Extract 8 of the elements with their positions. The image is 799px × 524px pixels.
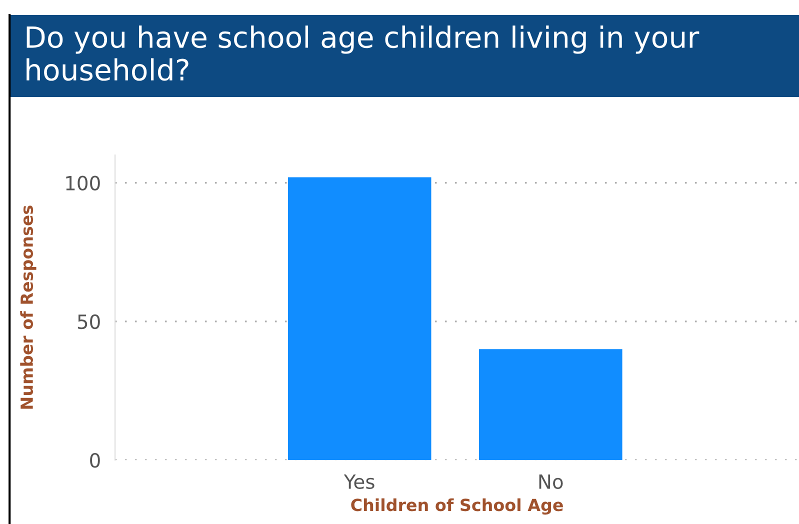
chart-title: Do you have school age children living in your household?	[26, 26, 700, 81]
y-tick-label: 100	[66, 176, 100, 190]
x-tick-label: No	[539, 474, 563, 490]
x-axis-title: Children of School Age	[351, 498, 563, 515]
y-axis-title: Number of Responses	[20, 206, 36, 409]
y-tick-label: 0	[90, 453, 100, 468]
x-tick-label: Yes	[344, 474, 374, 490]
y-tick-label: 50	[78, 314, 100, 330]
